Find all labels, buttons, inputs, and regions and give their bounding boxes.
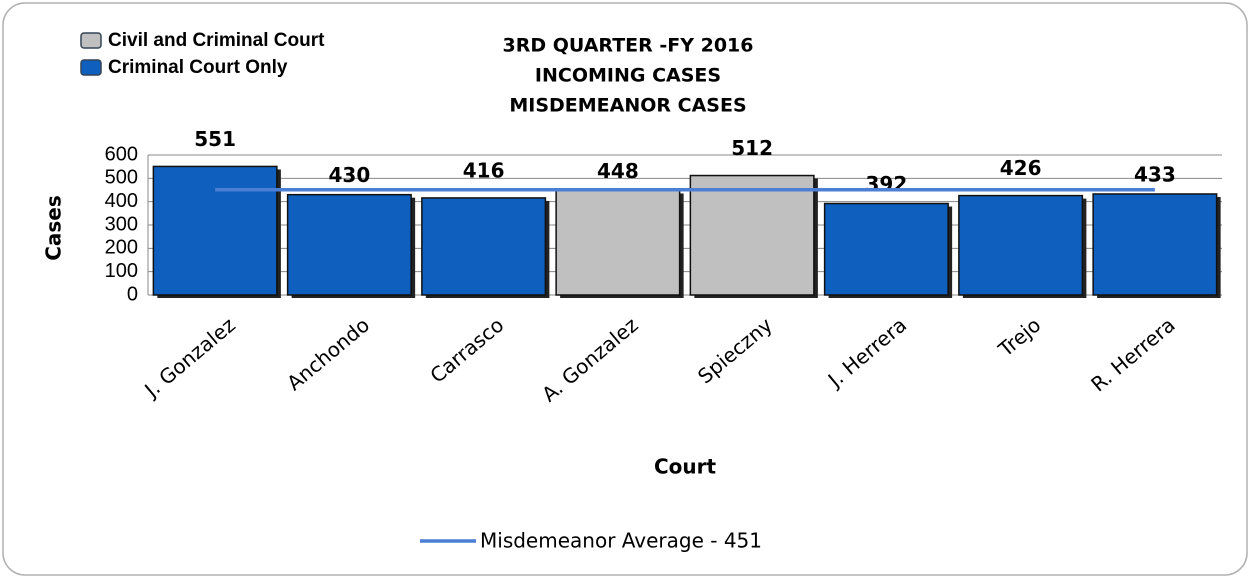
data-label: 433 bbox=[1134, 162, 1176, 186]
y-tick-label: 200 bbox=[105, 237, 138, 259]
bar bbox=[286, 193, 412, 296]
y-tick-label: 600 bbox=[105, 143, 138, 165]
x-axis-title: Court bbox=[654, 455, 717, 479]
data-label: 426 bbox=[1000, 156, 1042, 180]
data-label: 416 bbox=[463, 158, 505, 182]
chart-title: INCOMING CASES bbox=[535, 65, 721, 87]
bar bbox=[823, 202, 949, 296]
bar bbox=[958, 194, 1084, 296]
y-tick-label: 0 bbox=[127, 283, 138, 305]
chart-title: MISDEMEANOR CASES bbox=[509, 95, 746, 117]
data-label: 448 bbox=[597, 159, 639, 183]
data-label: 430 bbox=[329, 163, 371, 187]
bar bbox=[555, 189, 681, 296]
bar bbox=[689, 174, 815, 296]
legend-label: Civil and Criminal Court bbox=[108, 30, 325, 51]
data-label: 392 bbox=[866, 172, 908, 196]
data-label: 551 bbox=[194, 127, 236, 151]
chart-title: 3RD QUARTER -FY 2016 bbox=[502, 35, 753, 57]
legend-label: Criminal Court Only bbox=[108, 57, 288, 78]
bar bbox=[421, 197, 547, 296]
y-tick-label: 400 bbox=[105, 190, 138, 212]
data-label: 512 bbox=[731, 136, 773, 160]
y-tick-label: 100 bbox=[105, 260, 138, 282]
bar bbox=[1092, 193, 1218, 296]
y-tick-label: 500 bbox=[105, 167, 138, 189]
legend-swatch bbox=[80, 32, 102, 49]
legend-label: Misdemeanor Average - 451 bbox=[480, 529, 762, 553]
bar bbox=[152, 165, 278, 296]
y-tick-label: 300 bbox=[105, 213, 138, 235]
legend-swatch bbox=[80, 59, 102, 76]
y-axis-title: Cases bbox=[42, 195, 66, 261]
